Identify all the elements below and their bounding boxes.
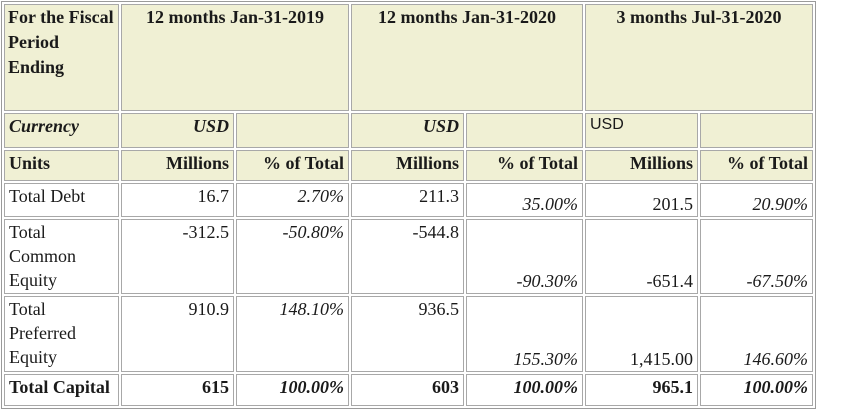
cell-pct: 146.60% bbox=[700, 296, 813, 372]
cell-pct: 20.90% bbox=[700, 183, 813, 217]
cell-pct: -50.80% bbox=[236, 219, 349, 294]
cell-value: 1,415.00 bbox=[585, 296, 698, 372]
table-row-total-preferred-equity: Total Preferred Equity 910.9 148.10% 936… bbox=[4, 296, 813, 372]
capitalization-table: For the Fiscal Period Ending 12 months J… bbox=[1, 1, 816, 409]
cell-value: -544.8 bbox=[351, 219, 464, 294]
cell-value: 965.1 bbox=[585, 374, 698, 406]
currency-blank-2019 bbox=[236, 113, 349, 148]
cell-pct: 100.00% bbox=[236, 374, 349, 406]
cell-pct: 100.00% bbox=[700, 374, 813, 406]
currency-blank-jul-2020 bbox=[700, 113, 813, 148]
row-label: Total Preferred Equity bbox=[4, 296, 119, 372]
units-millions-2019: Millions bbox=[121, 150, 234, 181]
cell-value: 211.3 bbox=[351, 183, 464, 217]
units-millions-2020: Millions bbox=[351, 150, 464, 181]
row-label: Total Debt bbox=[4, 183, 119, 217]
cell-value: 615 bbox=[121, 374, 234, 406]
period-header-jul-2020: 3 months Jul-31-2020 bbox=[585, 4, 813, 111]
currency-label: Currency bbox=[4, 113, 119, 148]
cell-pct: -90.30% bbox=[466, 219, 583, 294]
header-row: For the Fiscal Period Ending 12 months J… bbox=[4, 4, 813, 111]
currency-blank-2020 bbox=[466, 113, 583, 148]
table-row-total-common-equity: Total Common Equity -312.5 -50.80% -544.… bbox=[4, 219, 813, 294]
cell-value: 910.9 bbox=[121, 296, 234, 372]
units-pct-2019: % of Total bbox=[236, 150, 349, 181]
cell-value: 16.7 bbox=[121, 183, 234, 217]
cell-value: -312.5 bbox=[121, 219, 234, 294]
cell-value: 201.5 bbox=[585, 183, 698, 217]
cell-pct: 35.00% bbox=[466, 183, 583, 217]
cell-pct: 155.30% bbox=[466, 296, 583, 372]
cell-pct: 148.10% bbox=[236, 296, 349, 372]
cell-value: -651.4 bbox=[585, 219, 698, 294]
table-row-total-capital: Total Capital 615 100.00% 603 100.00% 96… bbox=[4, 374, 813, 406]
currency-value-2019: USD bbox=[121, 113, 234, 148]
units-pct-jul-2020: % of Total bbox=[700, 150, 813, 181]
cell-value: 936.5 bbox=[351, 296, 464, 372]
cell-pct: 100.00% bbox=[466, 374, 583, 406]
row-label: Total Common Equity bbox=[4, 219, 119, 294]
period-header-2020: 12 months Jan-31-2020 bbox=[351, 4, 583, 111]
cell-pct: 2.70% bbox=[236, 183, 349, 217]
row-label: Total Capital bbox=[4, 374, 119, 406]
units-label: Units bbox=[4, 150, 119, 181]
cell-value: 603 bbox=[351, 374, 464, 406]
currency-row: Currency USD USD USD bbox=[4, 113, 813, 148]
table-row-total-debt: Total Debt 16.7 2.70% 211.3 35.00% 201.5… bbox=[4, 183, 813, 217]
units-millions-jul-2020: Millions bbox=[585, 150, 698, 181]
units-pct-2020: % of Total bbox=[466, 150, 583, 181]
cell-pct: -67.50% bbox=[700, 219, 813, 294]
fiscal-period-header: For the Fiscal Period Ending bbox=[4, 4, 119, 111]
period-header-2019: 12 months Jan-31-2019 bbox=[121, 4, 349, 111]
units-row: Units Millions % of Total Millions % of … bbox=[4, 150, 813, 181]
currency-value-2020: USD bbox=[351, 113, 464, 148]
currency-value-jul-2020: USD bbox=[585, 113, 698, 148]
